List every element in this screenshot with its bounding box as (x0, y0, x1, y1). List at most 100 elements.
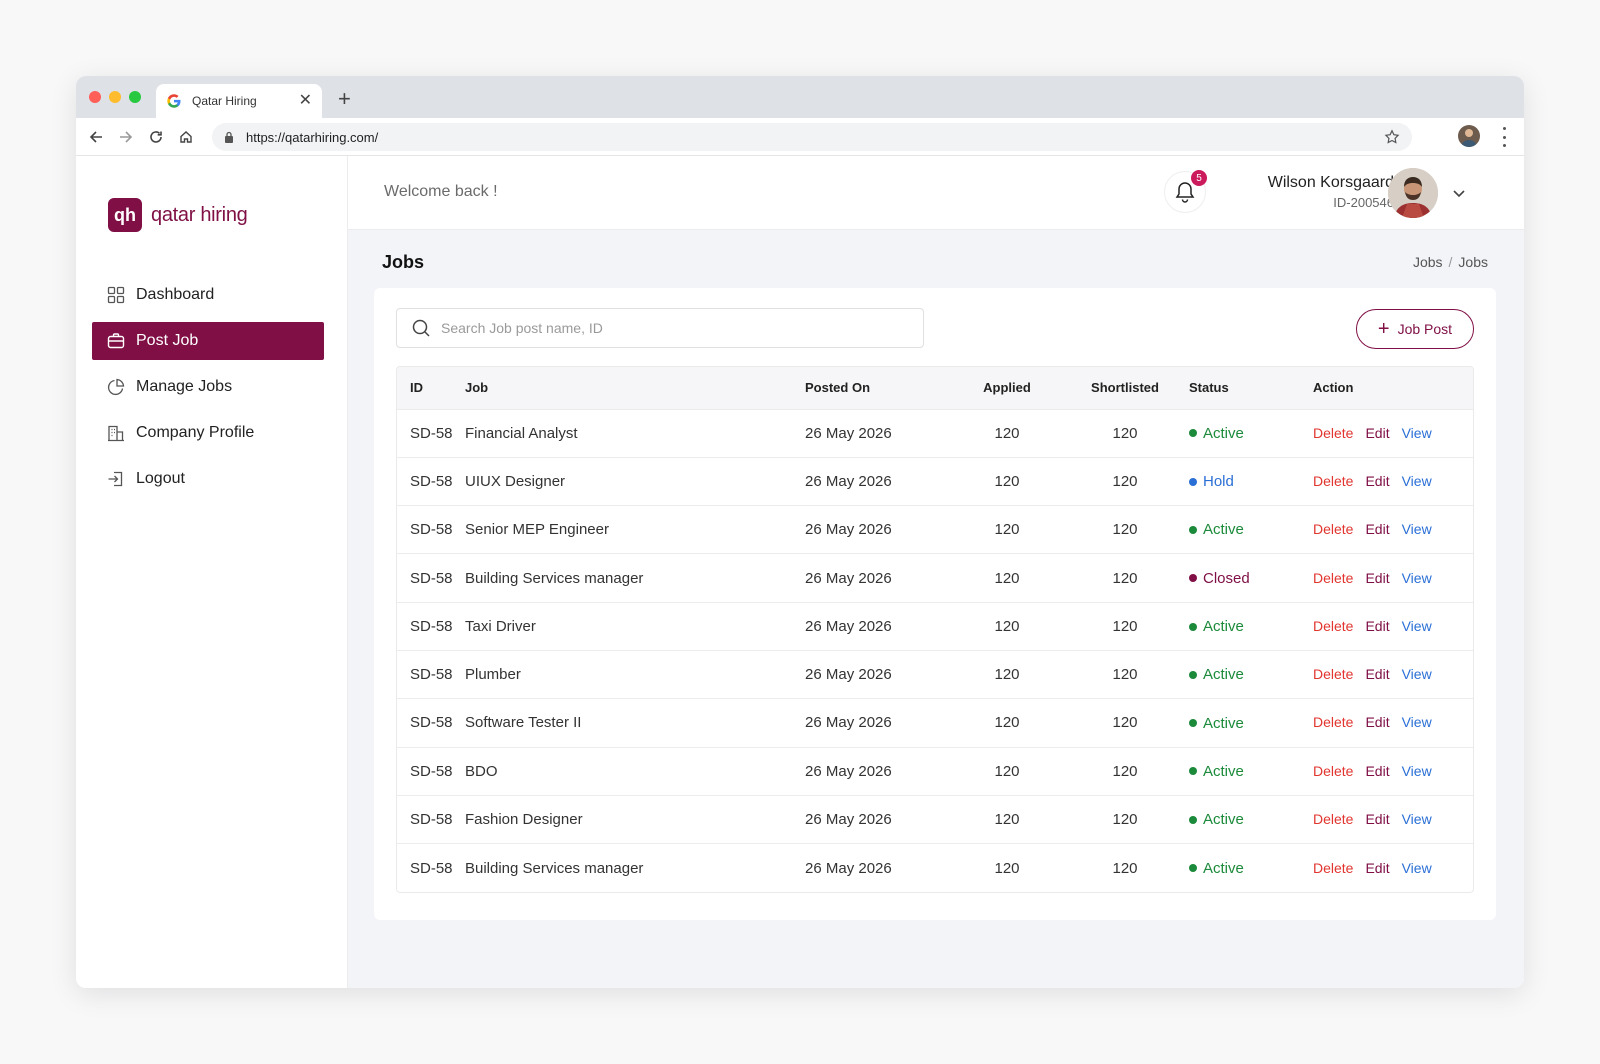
cell-applied: 120 (994, 424, 1020, 442)
delete-link[interactable]: Delete (1313, 569, 1354, 586)
jobs-table: ID Job Posted On Applied Shortlisted Sta… (396, 366, 1474, 893)
edit-link[interactable]: Edit (1365, 472, 1390, 489)
edit-link[interactable]: Edit (1365, 859, 1390, 876)
table-row: SD-58 Plumber 26 May 2026 120 120 Active Delet… (397, 650, 1473, 698)
cell-status: Active (1189, 795, 1313, 843)
cell-id: SD-58 (410, 714, 453, 732)
view-link[interactable]: View (1401, 521, 1432, 538)
cell-shortlisted: 120 (1112, 424, 1138, 442)
view-link[interactable]: View (1401, 424, 1432, 441)
plus-icon: + (1377, 318, 1390, 340)
sidebar-item-label: Manage Jobs (136, 378, 233, 395)
cell-applied: 120 (994, 472, 1020, 490)
logo-text: qatar hiring (151, 203, 248, 226)
sidebar-item-logout[interactable]: Logout (92, 460, 324, 498)
delete-link[interactable]: Delete (1313, 424, 1354, 441)
bell-icon (1175, 181, 1195, 203)
edit-link[interactable]: Edit (1365, 424, 1390, 441)
cell-shortlisted: 120 (1112, 859, 1138, 877)
column-header-applied: Applied (983, 380, 1031, 396)
status-label: Active (1203, 859, 1244, 877)
delete-link[interactable]: Delete (1313, 762, 1354, 779)
edit-link[interactable]: Edit (1365, 714, 1390, 731)
status-dot-icon (1189, 525, 1197, 534)
sidebar-item-label: Company Profile (136, 424, 255, 441)
tab-close-icon[interactable]: ✕ (298, 92, 312, 109)
maximize-window-button[interactable] (129, 91, 141, 103)
top-header: Welcome back ! 5 Wilson Korsgaard ID-200… (348, 156, 1524, 230)
cell-posted-on: 26 May 2026 (805, 424, 892, 442)
sidebar-item-company-profile[interactable]: Company Profile (92, 414, 324, 452)
table-row: SD-58 Building Services manager 26 May 202… (397, 843, 1473, 892)
status-dot-icon (1189, 574, 1197, 583)
close-window-button[interactable] (89, 91, 101, 103)
cell-status: Active (1189, 506, 1313, 554)
cell-action: Delete Edit View (1313, 554, 1473, 602)
search-input[interactable] (441, 320, 901, 336)
sidebar-item-manage-jobs[interactable]: Manage Jobs (92, 368, 324, 406)
edit-link[interactable]: Edit (1365, 521, 1390, 538)
breadcrumb-item[interactable]: Jobs (1412, 254, 1443, 270)
chevron-down-icon[interactable] (1450, 184, 1468, 202)
column-header-status: Status (1189, 380, 1229, 396)
view-link[interactable]: View (1401, 859, 1432, 876)
page-title: Jobs (382, 252, 425, 272)
cell-posted-on: 26 May 2026 (805, 472, 892, 490)
cell-action: Delete Edit View (1313, 602, 1473, 650)
table-row: SD-58 Financial Analyst 26 May 2026 120 120 A… (397, 409, 1473, 457)
edit-link[interactable]: Edit (1365, 569, 1390, 586)
address-bar[interactable]: https://qatarhiring.com/ (212, 123, 1412, 151)
delete-link[interactable]: Delete (1313, 521, 1354, 538)
delete-link[interactable]: Delete (1313, 666, 1354, 683)
browser-profile-avatar[interactable] (1458, 125, 1480, 147)
browser-menu-icon[interactable] (1502, 127, 1506, 147)
edit-link[interactable]: Edit (1365, 617, 1390, 634)
delete-link[interactable]: Delete (1313, 714, 1354, 731)
status-dot-icon (1189, 815, 1197, 824)
status-badge: Active (1189, 811, 1244, 828)
browser-tab[interactable]: Qatar Hiring ✕ (156, 84, 322, 118)
cell-shortlisted: 120 (1112, 521, 1138, 539)
cell-posted-on: 26 May 2026 (805, 762, 892, 780)
job-post-button[interactable]: + Job Post (1356, 309, 1474, 349)
edit-link[interactable]: Edit (1365, 666, 1390, 683)
back-arrow-icon[interactable] (86, 127, 106, 147)
view-link[interactable]: View (1401, 714, 1432, 731)
edit-link[interactable]: Edit (1365, 762, 1390, 779)
pie-chart-icon (106, 377, 126, 397)
sidebar-item-post-job[interactable]: Post Job (92, 322, 324, 360)
view-link[interactable]: View (1401, 811, 1432, 828)
view-link[interactable]: View (1401, 472, 1432, 489)
logo[interactable]: qh qatar hiring (108, 198, 248, 232)
cell-shortlisted: 120 (1112, 569, 1138, 587)
minimize-window-button[interactable] (109, 91, 121, 103)
bookmark-star-icon[interactable] (1384, 129, 1400, 145)
view-link[interactable]: View (1401, 762, 1432, 779)
delete-link[interactable]: Delete (1313, 472, 1354, 489)
sidebar-item-dashboard[interactable]: Dashboard (92, 276, 324, 314)
reload-icon[interactable] (146, 127, 166, 147)
view-link[interactable]: View (1401, 569, 1432, 586)
delete-link[interactable]: Delete (1313, 859, 1354, 876)
avatar[interactable] (1388, 168, 1438, 218)
home-icon[interactable] (176, 127, 196, 147)
sidebar-item-label: Post Job (136, 332, 199, 349)
status-badge: Closed (1189, 570, 1250, 587)
user-id: ID-200546 (1333, 195, 1394, 210)
delete-link[interactable]: Delete (1313, 617, 1354, 634)
cell-job: Building Services manager (465, 859, 644, 877)
cell-job: Taxi Driver (465, 617, 536, 635)
view-link[interactable]: View (1401, 666, 1432, 683)
cell-id: SD-58 (410, 859, 453, 877)
cell-action: Delete Edit View (1313, 650, 1473, 698)
view-link[interactable]: View (1401, 617, 1432, 634)
forward-arrow-icon[interactable] (116, 127, 136, 147)
cell-id: SD-58 (410, 666, 453, 684)
notifications-button[interactable]: 5 (1164, 170, 1207, 213)
tab-title: Qatar Hiring (192, 94, 257, 108)
new-tab-icon[interactable]: + (338, 86, 351, 111)
cell-id: SD-58 (410, 617, 453, 635)
delete-link[interactable]: Delete (1313, 811, 1354, 828)
column-header-action: Action (1313, 380, 1354, 396)
edit-link[interactable]: Edit (1365, 811, 1390, 828)
